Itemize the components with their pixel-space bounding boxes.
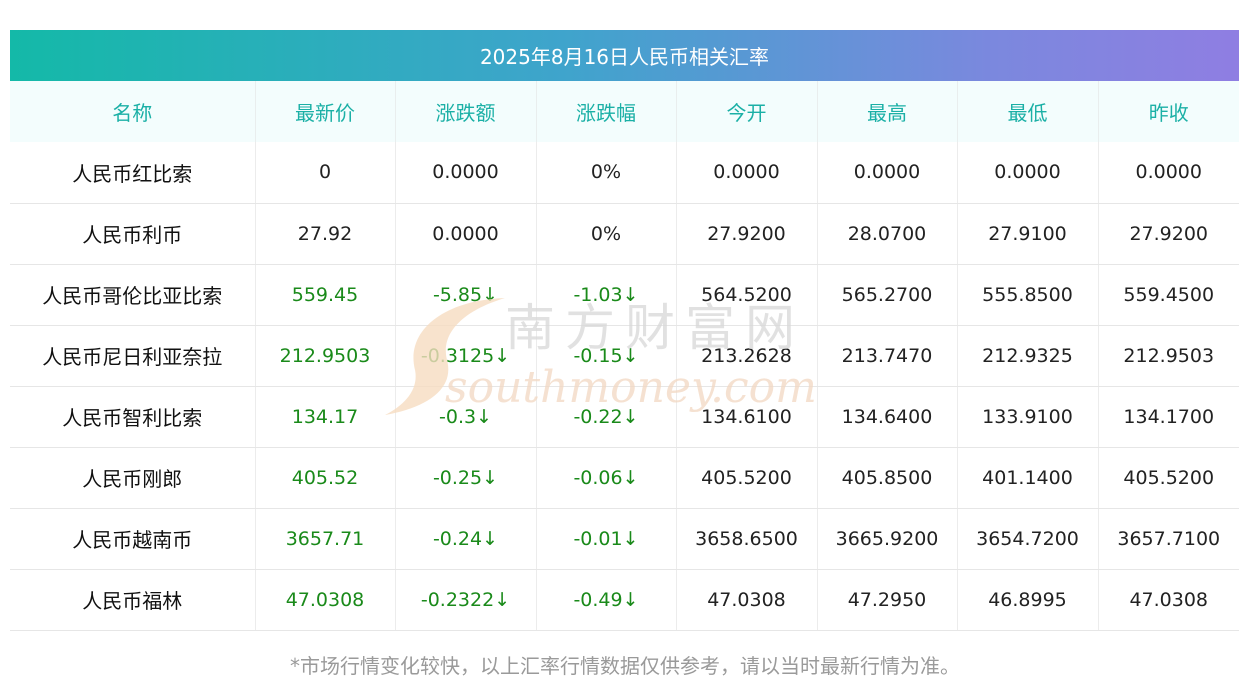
cell-latest: 405.52 (255, 447, 396, 509)
cell-name: 人民币利币 (10, 203, 256, 265)
cell-high: 47.2950 (817, 569, 958, 631)
cell-change-pct: -1.03↓ (536, 264, 677, 326)
cell-open: 3658.6500 (676, 508, 818, 570)
cell-prev-close: 134.1700 (1098, 386, 1239, 448)
cell-latest: 559.45 (255, 264, 396, 326)
cell-name: 人民币福林 (10, 569, 256, 631)
cell-change: 0.0000 (395, 203, 537, 265)
col-header-prev-close: 昨收 (1148, 101, 1189, 125)
cell-change-pct: -0.49↓ (536, 569, 677, 631)
cell-change-pct: -0.15↓ (536, 325, 677, 387)
col-header-change: 涨跌额 (395, 81, 537, 142)
table-row: 人民币刚郎 405.52 -0.25↓ -0.06↓ 405.5200 405.8500 4… (10, 447, 1239, 509)
cell-high: 134.6400 (817, 386, 958, 448)
cell-prev-close: 212.9503 (1098, 325, 1239, 387)
cell-change: -0.25↓ (395, 447, 537, 509)
rate-table: 名称 最新价 涨跌额 涨跌幅 今开 最高 最低 昨收 人民币红比索 0 0.0000… (10, 81, 1239, 631)
cell-high: 0.0000 (817, 142, 958, 204)
col-header-change-pct: 涨跌幅 (536, 81, 677, 142)
cell-prev-close: 3657.7100 (1098, 508, 1239, 570)
table-row: 人民币哥伦比亚比索 559.45 -5.85↓ -1.03↓ 564.5200 565.2… (10, 264, 1239, 326)
cell-open: 27.9200 (676, 203, 818, 265)
cell-high: 213.7470 (817, 325, 958, 387)
cell-change-pct: -0.22↓ (536, 386, 677, 448)
cell-change: -0.3↓ (395, 386, 537, 448)
cell-latest: 3657.71 (255, 508, 396, 570)
cell-change-pct: -0.06↓ (536, 447, 677, 509)
cell-low: 0.0000 (957, 142, 1099, 204)
cell-latest: 0 (255, 142, 396, 204)
cell-prev-close: 27.9200 (1098, 203, 1239, 265)
cell-change-pct: 0% (536, 203, 677, 265)
cell-open: 564.5200 (676, 264, 818, 326)
table-title: 2025年8月16日人民币相关汇率 (10, 30, 1239, 81)
cell-change: -0.24↓ (395, 508, 537, 570)
cell-low: 3654.7200 (957, 508, 1099, 570)
cell-change: -0.3125↓ (395, 325, 537, 387)
cell-change: -0.2322↓ (395, 569, 537, 631)
rate-table-card: 2025年8月16日人民币相关汇率 名称 最新价 涨跌额 涨跌幅 今开 最高 最… (10, 30, 1239, 631)
table-row: 人民币福林 47.0308 -0.2322↓ -0.49↓ 47.0308 47.2950… (10, 569, 1239, 631)
table-row: 人民币利币 27.92 0.0000 0% 27.9200 28.0700 27.9100 2… (10, 203, 1239, 265)
table-row: 人民币智利比索 134.17 -0.3↓ -0.22↓ 134.6100 134.6400… (10, 386, 1239, 448)
cell-high: 565.2700 (817, 264, 958, 326)
cell-high: 405.8500 (817, 447, 958, 509)
cell-low: 46.8995 (957, 569, 1099, 631)
cell-high: 3665.9200 (817, 508, 958, 570)
cell-name: 人民币智利比索 (10, 386, 256, 448)
cell-change-pct: 0% (536, 142, 677, 204)
cell-name: 人民币刚郎 (10, 447, 256, 509)
col-header-name: 名称 (10, 81, 256, 142)
cell-change-pct: -0.01↓ (536, 508, 677, 570)
table-row: 人民币越南币 3657.71 -0.24↓ -0.01↓ 3658.6500 3665.9… (10, 508, 1239, 570)
col-header-high: 最高 (817, 81, 958, 142)
cell-prev-close: 405.5200 (1098, 447, 1239, 509)
table-row: 人民币尼日利亚奈拉 212.9503 -0.3125↓ -0.15↓ 213.2628 2… (10, 325, 1239, 387)
cell-open: 213.2628 (676, 325, 818, 387)
cell-low: 27.9100 (957, 203, 1099, 265)
cell-change: 0.0000 (395, 142, 537, 204)
col-header-low: 最低 (957, 81, 1099, 142)
cell-name: 人民币尼日利亚奈拉 (10, 325, 256, 387)
cell-latest: 47.0308 (255, 569, 396, 631)
cell-low: 133.9100 (957, 386, 1099, 448)
cell-prev-close: 0.0000 (1098, 142, 1239, 204)
cell-low: 212.9325 (957, 325, 1099, 387)
cell-name: 人民币哥伦比亚比索 (10, 264, 256, 326)
cell-open: 405.5200 (676, 447, 818, 509)
cell-prev-close: 47.0308 (1098, 569, 1239, 631)
cell-open: 47.0308 (676, 569, 818, 631)
footnote: *市场行情变化较快，以上汇率行情数据仅供参考，请以当时最新行情为准。 (290, 654, 960, 678)
cell-name: 人民币越南币 (10, 508, 256, 570)
table-row: 人民币红比索 0 0.0000 0% 0.0000 0.0000 0.0000 0.0000 (10, 142, 1239, 204)
cell-open: 134.6100 (676, 386, 818, 448)
cell-latest: 27.92 (255, 203, 396, 265)
col-header-open: 今开 (676, 81, 818, 142)
cell-high: 28.0700 (817, 203, 958, 265)
col-header-latest: 最新价 (255, 81, 396, 142)
cell-change: -5.85↓ (395, 264, 537, 326)
cell-low: 555.8500 (957, 264, 1099, 326)
cell-low: 401.1400 (957, 447, 1099, 509)
cell-latest: 134.17 (255, 386, 396, 448)
cell-open: 0.0000 (676, 142, 818, 204)
cell-latest: 212.9503 (255, 325, 396, 387)
header-row: 名称 最新价 涨跌额 涨跌幅 今开 最高 最低 昨收 (10, 81, 1239, 142)
cell-prev-close: 559.4500 (1098, 264, 1239, 326)
cell-name: 人民币红比索 (10, 142, 256, 204)
